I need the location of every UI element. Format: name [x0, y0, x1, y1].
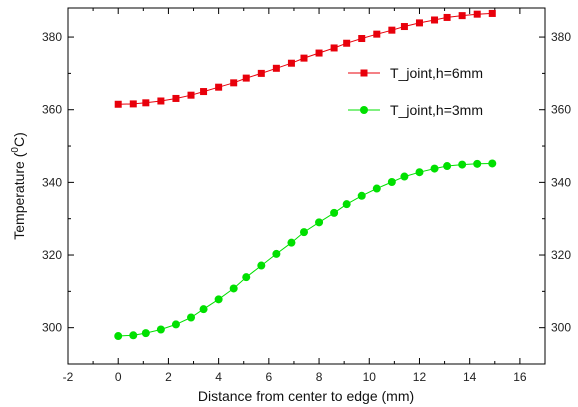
- y-tick-label-left: 300: [42, 321, 62, 335]
- data-point: [114, 100, 122, 108]
- y-tick-label-left: 320: [42, 248, 62, 262]
- data-point: [315, 49, 323, 57]
- y-tick-label-right: 380: [551, 30, 571, 44]
- x-tick-label: -2: [63, 370, 74, 384]
- data-point: [230, 79, 238, 87]
- series-1: [114, 9, 496, 108]
- data-point: [400, 172, 409, 181]
- y-tick-label-right: 360: [551, 103, 571, 117]
- data-point: [187, 313, 196, 322]
- data-point: [142, 99, 150, 107]
- data-point: [443, 13, 451, 21]
- x-tick-label: 6: [265, 370, 272, 384]
- data-point: [372, 184, 381, 193]
- data-point: [172, 94, 180, 102]
- data-point: [342, 200, 351, 209]
- data-point: [157, 97, 165, 105]
- data-point: [373, 30, 381, 38]
- data-point: [343, 39, 351, 47]
- data-point: [358, 35, 366, 43]
- legend-marker: [360, 106, 368, 114]
- data-point: [187, 91, 195, 99]
- data-point: [156, 325, 165, 334]
- x-axis-title: Distance from center to edge (mm): [198, 388, 414, 404]
- x-tick-label: 16: [513, 370, 527, 384]
- x-tick-label: 4: [215, 370, 222, 384]
- data-point: [299, 228, 308, 237]
- data-point: [330, 44, 338, 52]
- y-tick-label-right: 340: [551, 175, 571, 189]
- data-point: [200, 88, 208, 96]
- x-tick-label: 12: [413, 370, 427, 384]
- y-tick-label-left: 340: [42, 175, 62, 189]
- series-layer: [114, 9, 497, 341]
- data-point: [443, 162, 452, 171]
- data-point: [387, 178, 396, 187]
- data-point: [400, 23, 408, 31]
- data-point: [257, 69, 265, 77]
- data-point: [171, 320, 180, 329]
- legend-label: T_joint,h=6mm: [390, 65, 483, 81]
- data-point: [473, 159, 482, 168]
- x-tick-label: 10: [363, 370, 377, 384]
- series-2: [114, 159, 497, 341]
- x-tick-label: 2: [165, 370, 172, 384]
- y-axis-title: Temperature (0C): [10, 132, 27, 240]
- data-point: [287, 59, 295, 67]
- data-point: [488, 9, 496, 17]
- data-point: [357, 191, 366, 200]
- data-point: [199, 305, 208, 314]
- data-point: [129, 100, 137, 108]
- x-tick-label: 8: [316, 370, 323, 384]
- data-point: [129, 331, 138, 340]
- data-point: [242, 273, 251, 282]
- data-point: [473, 10, 481, 18]
- data-point: [272, 64, 280, 72]
- plot-frame: [67, 7, 546, 365]
- data-point: [257, 261, 266, 270]
- data-point: [415, 19, 423, 27]
- data-point: [458, 12, 466, 20]
- data-point: [415, 168, 424, 177]
- data-point: [215, 83, 223, 91]
- data-point: [287, 238, 296, 247]
- legend: T_joint,h=6mm T_joint,h=3mm: [348, 65, 483, 118]
- data-point: [214, 295, 223, 304]
- x-tick-label: 14: [463, 370, 477, 384]
- y-axis-title-superscript: 0: [10, 147, 21, 153]
- data-point: [488, 159, 497, 168]
- data-point: [330, 208, 339, 217]
- data-point: [315, 218, 324, 227]
- series-line: [118, 163, 493, 337]
- y-tick-label-left: 360: [42, 103, 62, 117]
- data-point: [141, 329, 150, 338]
- y-tick-label-right: 320: [551, 248, 571, 262]
- data-point: [388, 26, 396, 34]
- legend-marker: [360, 69, 368, 77]
- data-point: [272, 249, 281, 258]
- data-point: [114, 332, 123, 341]
- y-tick-label-right: 300: [551, 321, 571, 335]
- x-tick-label: 0: [115, 370, 122, 384]
- data-point: [229, 284, 238, 293]
- data-point: [430, 164, 439, 173]
- data-point: [300, 54, 308, 62]
- legend-label: T_joint,h=3mm: [390, 102, 483, 118]
- axis-ticks: -2 0 2 4 6 8 10 12 14 16 300 300 320 320 340 340 360 360 3…: [42, 8, 571, 384]
- data-point: [458, 160, 467, 169]
- data-point: [431, 16, 439, 24]
- data-point: [242, 74, 250, 82]
- y-tick-label-left: 380: [42, 30, 62, 44]
